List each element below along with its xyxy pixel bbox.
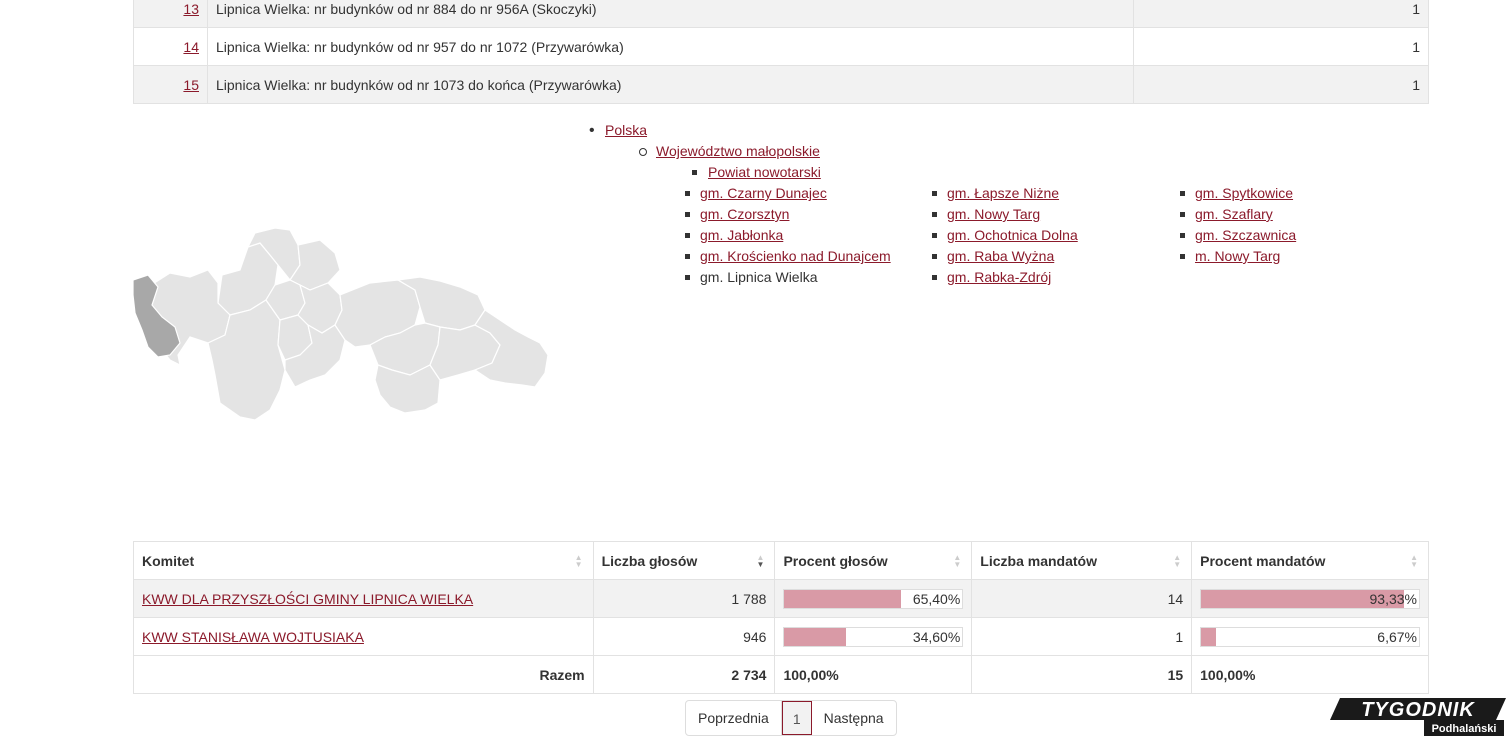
- gmina-link[interactable]: gm. Krościenko nad Dunajcem: [700, 248, 891, 264]
- country-link[interactable]: Polska: [605, 122, 648, 138]
- table-header-row: Komitet ▲ ▼ Liczba głosów ▲ ▼ Procent głosów…: [133, 541, 1429, 580]
- gmina-link[interactable]: gm. Czarny Dunajec: [700, 185, 827, 201]
- map-region: [207, 299, 286, 421]
- gmina-item: gm. Czorsztyn: [683, 204, 930, 225]
- gmina-item-current: gm. Lipnica Wielka: [683, 267, 930, 288]
- vote-pct-bar: 34,60%: [783, 626, 964, 647]
- district-link[interactable]: 15: [183, 76, 199, 93]
- gmina-link[interactable]: gm. Nowy Targ: [947, 206, 1041, 222]
- gmina-item: gm. Rabka-Zdrój: [930, 267, 1178, 288]
- district-name: Lipnica Wielka: nr budynków od nr 884 do…: [207, 0, 1134, 28]
- district-link[interactable]: 13: [183, 0, 199, 17]
- gmina-item: gm. Spytkowice: [1178, 183, 1323, 204]
- gmina-link[interactable]: gm. Ochotnica Dolna: [947, 227, 1078, 243]
- gmina-item: gm. Krościenko nad Dunajcem: [683, 246, 930, 267]
- gmina-item: gm. Nowy Targ: [930, 204, 1178, 225]
- gmina-item: gm. Ochotnica Dolna: [930, 225, 1178, 246]
- district-name: Lipnica Wielka: nr budynków od nr 1073 d…: [207, 65, 1134, 104]
- voivodeship-link[interactable]: Województwo małopolskie: [656, 143, 820, 159]
- seats-cell: 14: [971, 579, 1193, 618]
- tygodnik-logo: TYGODNIK Podhalański: [1330, 698, 1506, 736]
- sort-icon: ▲ ▼: [953, 553, 962, 569]
- gmina-link[interactable]: gm. Czorsztyn: [700, 206, 790, 222]
- gmina-item: gm. Szaflary: [1178, 204, 1323, 225]
- table-row: 14 Lipnica Wielka: nr budynków od nr 957…: [133, 27, 1429, 66]
- table-row: 13 Lipnica Wielka: nr budynków od nr 884…: [133, 0, 1429, 28]
- gmina-item: gm. Jabłonka: [683, 225, 930, 246]
- gmina-link[interactable]: gm. Rabka-Zdrój: [947, 269, 1052, 285]
- col-header-votes[interactable]: Liczba głosów ▲ ▼: [592, 541, 776, 580]
- gmina-link[interactable]: gm. Jabłonka: [700, 227, 784, 243]
- gmina-item: m. Nowy Targ: [1178, 246, 1323, 267]
- gmina-item: gm. Czarny Dunajec: [683, 183, 930, 204]
- committee-link[interactable]: KWW DLA PRZYSZŁOŚCI GMINY LIPNICA WIELKA: [142, 590, 474, 607]
- map-region-selected: [132, 274, 181, 358]
- votes-cell: 1 788: [592, 579, 776, 618]
- svg-text:Podhalański: Podhalański: [1432, 723, 1497, 735]
- gmina-list: gm. Czarny Dunajec gm. Czorsztyn gm. Jab…: [683, 183, 1323, 288]
- table-row: 15 Lipnica Wielka: nr budynków od nr 107…: [133, 65, 1429, 104]
- total-vote-pct: 100,00%: [774, 655, 973, 694]
- gmina-link[interactable]: gm. Raba Wyżna: [947, 248, 1055, 264]
- tree-item-voivodeship: Województwo małopolskie Powiat nowotarsk…: [636, 141, 821, 183]
- gmina-item: gm. Łapsze Niżne: [930, 183, 1178, 204]
- gmina-link[interactable]: gm. Spytkowice: [1195, 185, 1294, 201]
- gmina-link[interactable]: gm. Łapsze Niżne: [947, 185, 1060, 201]
- district-name: Lipnica Wielka: nr budynków od nr 957 do…: [207, 27, 1134, 66]
- gmina-link[interactable]: gm. Szczawnica: [1195, 227, 1297, 243]
- tree-item-county: Powiat nowotarski: [688, 162, 821, 183]
- svg-text:TYGODNIK: TYGODNIK: [1361, 699, 1475, 721]
- seat-pct-bar: 93,33%: [1200, 588, 1420, 609]
- seats-cell: 1: [971, 617, 1193, 656]
- sort-desc-icon: ▲ ▼: [756, 553, 765, 569]
- sort-icon: ▲ ▼: [1173, 553, 1182, 569]
- district-link[interactable]: 14: [183, 38, 199, 55]
- gmina-link[interactable]: m. Nowy Targ: [1195, 248, 1281, 264]
- gmina-link[interactable]: gm. Szaflary: [1195, 206, 1273, 222]
- district-value: 1: [1133, 65, 1429, 104]
- sort-icon: ▲ ▼: [1410, 553, 1418, 569]
- vote-pct-bar: 65,40%: [783, 588, 964, 609]
- votes-cell: 946: [592, 617, 776, 656]
- prev-page-button[interactable]: Poprzednia: [686, 701, 782, 735]
- col-header-committee[interactable]: Komitet ▲ ▼: [133, 541, 594, 580]
- total-votes: 2 734: [592, 655, 776, 694]
- map-region: [374, 364, 441, 414]
- committee-link[interactable]: KWW STANISŁAWA WOJTUSIAKA: [142, 628, 364, 645]
- total-row: Razem 2 734 100,00% 15 100,00%: [133, 655, 1429, 694]
- gmina-item: gm. Szczawnica: [1178, 225, 1323, 246]
- districts-table: 13 Lipnica Wielka: nr budynków od nr 884…: [133, 0, 1429, 104]
- region-tree: Polska Województwo małopolskie Powiat no…: [585, 120, 821, 183]
- gmina-item: gm. Raba Wyżna: [930, 246, 1178, 267]
- table-row: KWW STANISŁAWA WOJTUSIAKA 946 34,60% 1 6…: [133, 617, 1429, 656]
- col-header-vote-pct[interactable]: Procent głosów ▲ ▼: [774, 541, 973, 580]
- col-header-seat-pct[interactable]: Procent mandatów ▲ ▼: [1191, 541, 1429, 580]
- current-gmina-label: gm. Lipnica Wielka: [700, 269, 818, 285]
- col-header-seats[interactable]: Liczba mandatów ▲ ▼: [971, 541, 1193, 580]
- map-region: [473, 309, 549, 388]
- total-seats: 15: [971, 655, 1193, 694]
- total-label: Razem: [133, 655, 594, 694]
- district-value: 1: [1133, 0, 1429, 28]
- county-link[interactable]: Powiat nowotarski: [708, 164, 821, 180]
- district-value: 1: [1133, 27, 1429, 66]
- sort-icon: ▲ ▼: [574, 553, 583, 569]
- total-seat-pct: 100,00%: [1191, 655, 1429, 694]
- next-page-button[interactable]: Następna: [823, 710, 884, 726]
- results-table: Komitet ▲ ▼ Liczba głosów ▲ ▼ Procent głosów…: [133, 541, 1429, 694]
- page-1-button[interactable]: 1: [781, 701, 812, 735]
- pagination: Poprzednia 1 Następna: [685, 700, 897, 736]
- tree-item-country: Polska Województwo małopolskie Powiat no…: [585, 120, 821, 183]
- table-row: KWW DLA PRZYSZŁOŚCI GMINY LIPNICA WIELKA…: [133, 579, 1429, 618]
- seat-pct-bar: 6,67%: [1200, 626, 1420, 647]
- county-map[interactable]: [130, 225, 555, 430]
